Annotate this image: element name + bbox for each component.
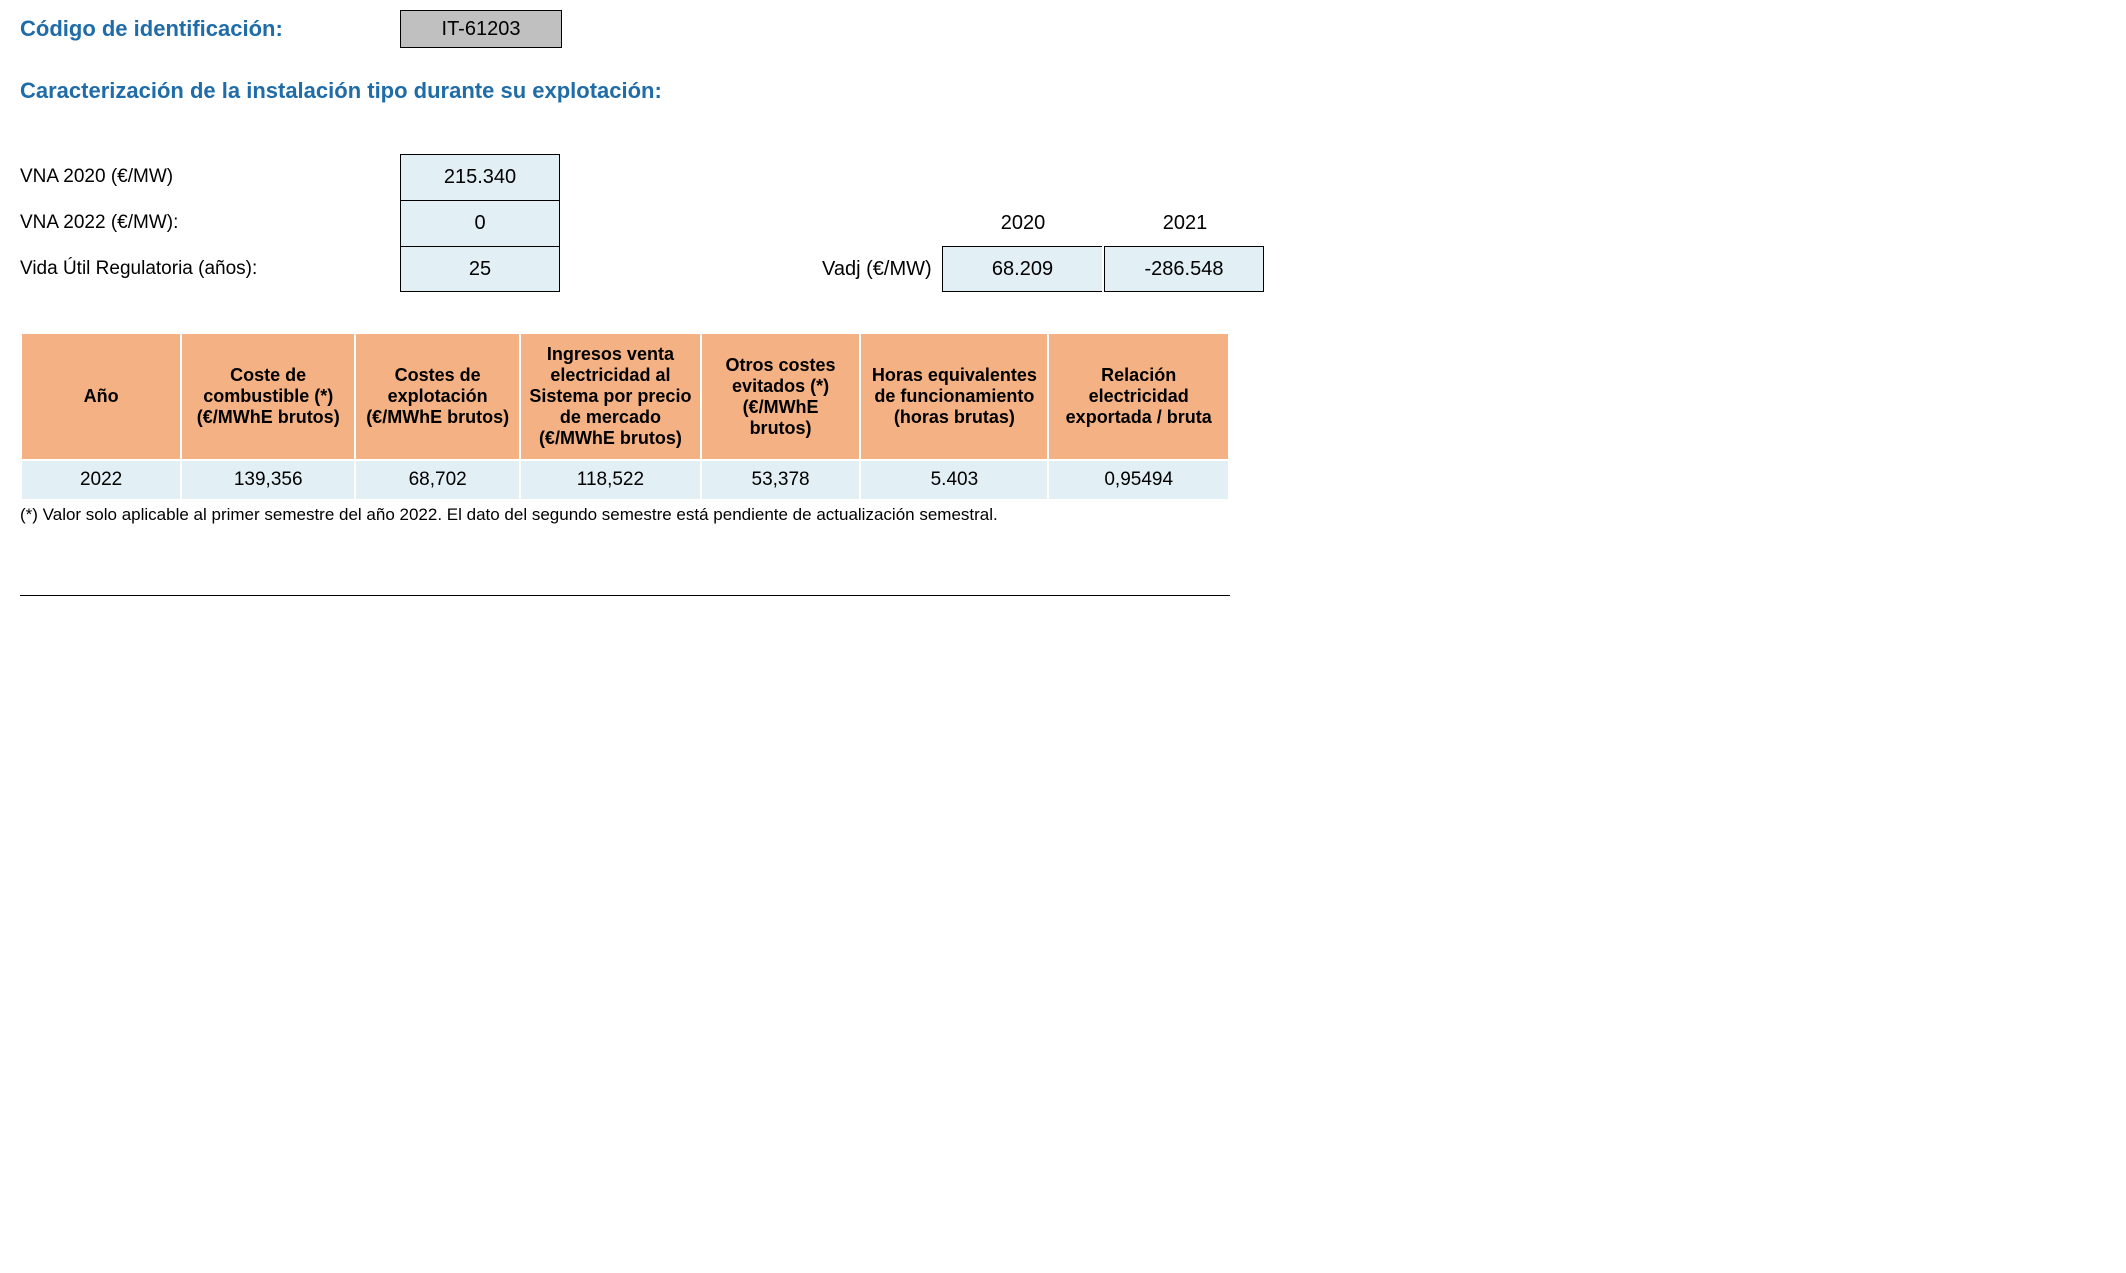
code-value-box: IT-61203 [400,10,562,48]
vadj-2021-box: -286.548 [1104,246,1264,292]
vida-label: Vida Útil Regulatoria (años): [20,246,400,292]
year-2020-header: 2020 [942,200,1104,246]
cell-explotacion: 68,702 [355,460,520,500]
cell-relacion: 0,95494 [1048,460,1229,500]
cell-combustible: 139,356 [181,460,355,500]
vna2020-value-box: 215.340 [400,154,560,200]
table-row: 2022 139,356 68,702 118,522 53,378 5.403… [21,460,1229,500]
vna2022-label: VNA 2022 (€/MW): [20,200,400,246]
cell-ano: 2022 [21,460,181,500]
col-relacion: Relación electricidad exportada / bruta [1048,333,1229,460]
year-2021-header: 2021 [1104,200,1266,246]
col-ingresos: Ingresos venta electricidad al Sistema p… [520,333,701,460]
col-horas: Horas equivalentes de funcionamiento (ho… [860,333,1048,460]
separator-line [20,595,1230,596]
code-row: Código de identificación: IT-61203 [20,10,2106,48]
vna2020-value: 215.340 [444,166,516,189]
vida-value: 25 [469,258,491,281]
col-explotacion: Costes de explotación (€/MWhE brutos) [355,333,520,460]
vadj-2020-value: 68.209 [992,258,1053,281]
cell-otros: 53,378 [701,460,861,500]
vna2022-value-box: 0 [400,200,560,246]
cell-horas: 5.403 [860,460,1048,500]
col-ano: Año [21,333,181,460]
vadj-2020-box: 68.209 [942,246,1102,292]
params-grid: VNA 2020 (€/MW) 215.340 VNA 2022 (€/MW):… [20,154,2106,292]
cell-ingresos: 118,522 [520,460,701,500]
params-block: VNA 2020 (€/MW) 215.340 VNA 2022 (€/MW):… [20,154,2106,292]
col-otros: Otros costes evitados (*) (€/MWhE brutos… [701,333,861,460]
code-value: IT-61203 [442,18,521,41]
vadj-label: Vadj (€/MW) [822,246,942,292]
vna2020-label: VNA 2020 (€/MW) [20,154,400,200]
footnote: (*) Valor solo aplicable al primer semes… [20,505,2106,525]
vna2022-value: 0 [474,212,485,235]
table-header-row: Año Coste de combustible (*) (€/MWhE bru… [21,333,1229,460]
main-table: Año Coste de combustible (*) (€/MWhE bru… [20,332,1230,501]
code-label: Código de identificación: [20,16,400,42]
section-title: Caracterización de la instalación tipo d… [20,78,2106,104]
col-combustible: Coste de combustible (*) (€/MWhE brutos) [181,333,355,460]
vadj-2021-value: -286.548 [1145,258,1224,281]
vida-value-box: 25 [400,246,560,292]
